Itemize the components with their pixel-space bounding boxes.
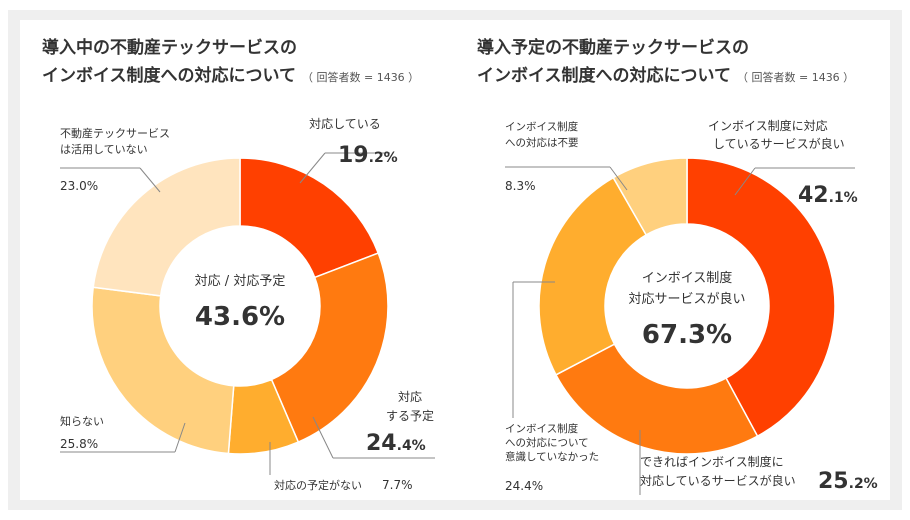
label-fuyou-2: への対応は不要 [505,136,579,149]
leader-line [139,167,161,193]
right-donut-slice-1 [686,157,836,438]
value-taiou-service: 42.1% [798,183,858,208]
left-center-label: 対応 / 対応予定 [195,274,286,289]
label-ishiki-2: への対応について [505,436,589,449]
right-chart-panel: 導入予定の不動産テックサービスの インボイス制度への対応について（ 回答者数 =… [455,20,890,500]
right-title-line1: 導入予定の不動産テックサービスの [477,38,749,58]
right-donut-slice-4 [612,157,688,236]
value-yotei-ga-nai: 7.7% [382,478,413,492]
right-donut-slice-3 [538,176,648,376]
left-donut-slice-4 [91,286,235,455]
label-taiou-service-1: インボイス制度に対応 [708,118,828,133]
value-taiou-shiteiru: 19.2% [338,143,398,168]
label-taiou-service-2: しているサービスが良い [713,136,845,151]
left-donut-svg: 対応 / 対応予定 43.6% 対応している 19.2% 対応 する予定 24.… [60,117,435,492]
left-donut-slice-2 [270,252,389,444]
left-title-line1: 導入中の不動産テックサービスの [42,38,297,58]
value-taiou-suru-yotei: 24.4% [366,431,426,456]
leader-line [174,422,186,453]
left-respondent-note: （ 回答者数 = 1436 ） [301,71,420,84]
left-center-value: 43.6% [195,302,285,332]
label-taiou-suru-yotei-2: する予定 [386,408,434,423]
label-taiou-suru-yotei-1: 対応 [398,390,422,404]
right-center-label-2: 対応サービスが良い [628,291,745,307]
left-donut-slice-1 [239,157,380,279]
label-shiranai: 知らない [60,414,104,428]
label-dekireba-2: 対応しているサービスが良い [640,473,796,488]
leader-line [609,166,628,191]
value-ishiki: 24.4% [505,479,543,493]
value-shiranai: 25.8% [60,437,98,451]
left-title-line2: インボイス制度への対応について [42,66,296,86]
leader-line [734,167,756,196]
right-chart-title: 導入予定の不動産テックサービスの インボイス制度への対応について （ 回答者数 =… [477,34,854,92]
figure-frame: 導入中の不動産テックサービスの インボイス制度への対応について（ 回答者数 = … [8,10,902,510]
label-yotei-ga-nai: 対応の予定がない [274,478,362,492]
left-chart-title: 導入中の不動産テックサービスの インボイス制度への対応について （ 回答者数 = … [42,34,419,92]
right-donut-slice-2 [554,343,759,455]
right-title-line2: インボイス制度への対応について [477,66,731,86]
value-fuyou: 8.3% [505,179,536,193]
right-donut-svg: インボイス制度 対応サービスが良い 67.3% インボイス制度に対応 しているサ… [505,118,878,495]
value-dekireba: 25.2% [818,469,878,494]
right-center-value: 67.3% [642,320,732,350]
label-katsuyou-shiteinai-2: は活用していない [60,143,148,156]
label-dekireba-1: できればインボイス制度に [640,454,784,469]
label-fuyou-1: インボイス制度 [505,120,579,133]
left-chart-panel: 導入中の不動産テックサービスの インボイス制度への対応について （ 回答者数 = … [20,20,455,500]
leader-line [299,152,326,184]
right-respondent-note: （ 回答者数 = 1436 ） [736,71,855,84]
label-taiou-shiteiru: 対応している [309,117,381,131]
label-ishiki-1: インボイス制度 [505,422,579,435]
label-katsuyou-shiteinai-1: 不動産テックサービス [60,126,170,140]
leader-line [312,416,334,459]
right-center-label-1: インボイス制度 [642,270,733,286]
label-ishiki-3: 意識していなかった [505,450,599,463]
left-donut-slice-5 [92,157,241,297]
value-katsuyou-shiteinai: 23.0% [60,179,98,193]
